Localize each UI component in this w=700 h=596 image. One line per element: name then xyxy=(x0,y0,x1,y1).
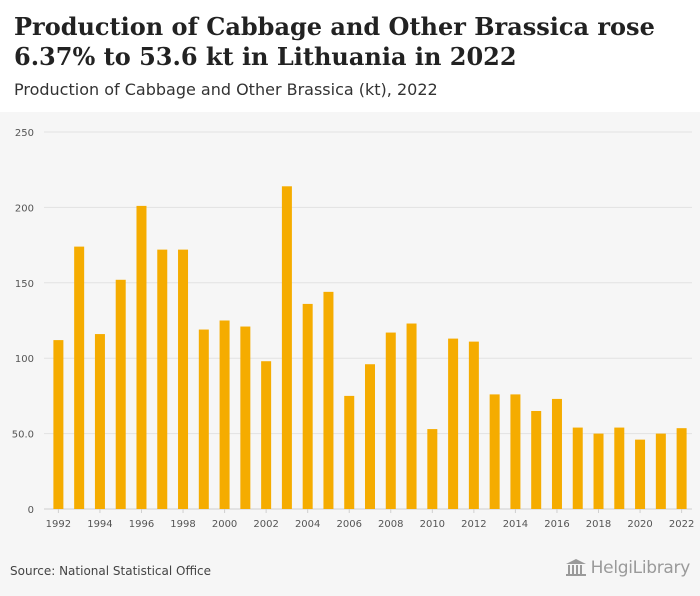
bar-2016 xyxy=(551,398,562,509)
header: Production of Cabbage and Other Brassica… xyxy=(0,0,700,112)
x-tick-label: 2006 xyxy=(336,519,361,530)
bar-2013 xyxy=(489,394,500,509)
logo-text: HelgiLibrary xyxy=(590,558,691,578)
y-tick-label: 0 xyxy=(28,505,34,516)
x-tick-label: 2002 xyxy=(253,519,278,530)
library-building-icon xyxy=(565,559,586,576)
source-note: Source: National Statistical Office xyxy=(10,564,212,578)
bar-1994 xyxy=(94,334,105,509)
y-tick-label: 200 xyxy=(15,203,34,214)
x-tick-label: 1994 xyxy=(87,519,112,530)
bar-2000 xyxy=(219,320,230,509)
bar-2021 xyxy=(655,433,666,509)
bar-chart: 0 50.0 100 150 200 250 1992 1994 1996 1998 2000 200… xyxy=(12,128,695,530)
bar-2011 xyxy=(448,338,459,509)
bar-1992 xyxy=(53,340,64,509)
y-tick-label: 150 xyxy=(15,279,34,290)
x-tick-label: 2022 xyxy=(669,519,694,530)
x-tick-label: 2010 xyxy=(420,519,445,530)
bar-2014 xyxy=(510,394,521,509)
x-tick-label: 2014 xyxy=(503,519,528,530)
x-tick-label: 2020 xyxy=(627,519,652,530)
bar-1995 xyxy=(115,279,126,509)
chart-subtitle: Production of Cabbage and Other Brassica… xyxy=(14,80,438,99)
bar-2006 xyxy=(344,395,355,509)
bar-1998 xyxy=(178,249,189,509)
x-tick-label: 1996 xyxy=(129,519,154,530)
helgi-library-logo: HelgiLibrary xyxy=(565,558,690,578)
bar-2001 xyxy=(240,326,251,509)
x-tick-label: 2004 xyxy=(295,519,320,530)
bar-2007 xyxy=(365,364,375,509)
bar-1996 xyxy=(136,205,147,509)
bar-2015 xyxy=(531,410,542,509)
bar-2009 xyxy=(406,323,417,509)
bar-2017 xyxy=(572,427,583,509)
bar-2005 xyxy=(323,291,334,509)
footer: Source: National Statistical Office Helg… xyxy=(0,544,700,596)
x-tick-label: 2018 xyxy=(586,519,611,530)
x-tick-label: 1992 xyxy=(46,519,71,530)
bar-1993 xyxy=(74,246,85,510)
x-tick-label: 1998 xyxy=(170,519,195,530)
x-tick-label: 2016 xyxy=(544,519,569,530)
chart-title: Production of Cabbage and Other Brassica… xyxy=(14,12,655,71)
y-tick-label: 250 xyxy=(15,128,34,139)
bar-2018 xyxy=(593,433,604,509)
y-tick-label: 50.0 xyxy=(12,430,34,441)
x-tick-label: 2012 xyxy=(461,519,486,530)
bar-2002 xyxy=(261,361,272,509)
bar-1997 xyxy=(157,249,168,509)
bar-2010 xyxy=(427,429,438,509)
chart-area: 0 50.0 100 150 200 250 1992 1994 1996 1998 2000 200… xyxy=(0,112,700,544)
y-tick-label: 100 xyxy=(15,354,34,365)
bar-2008 xyxy=(385,332,396,509)
x-tick-label: 2008 xyxy=(378,519,403,530)
bar-1999 xyxy=(198,329,209,509)
x-tick-label: 2000 xyxy=(212,519,237,530)
bar-2003 xyxy=(281,186,292,509)
bar-2020 xyxy=(635,439,646,509)
bar-2019 xyxy=(614,427,625,509)
bar-2022 xyxy=(676,428,687,509)
bar-2004 xyxy=(302,303,313,509)
bar-2012 xyxy=(468,341,479,509)
